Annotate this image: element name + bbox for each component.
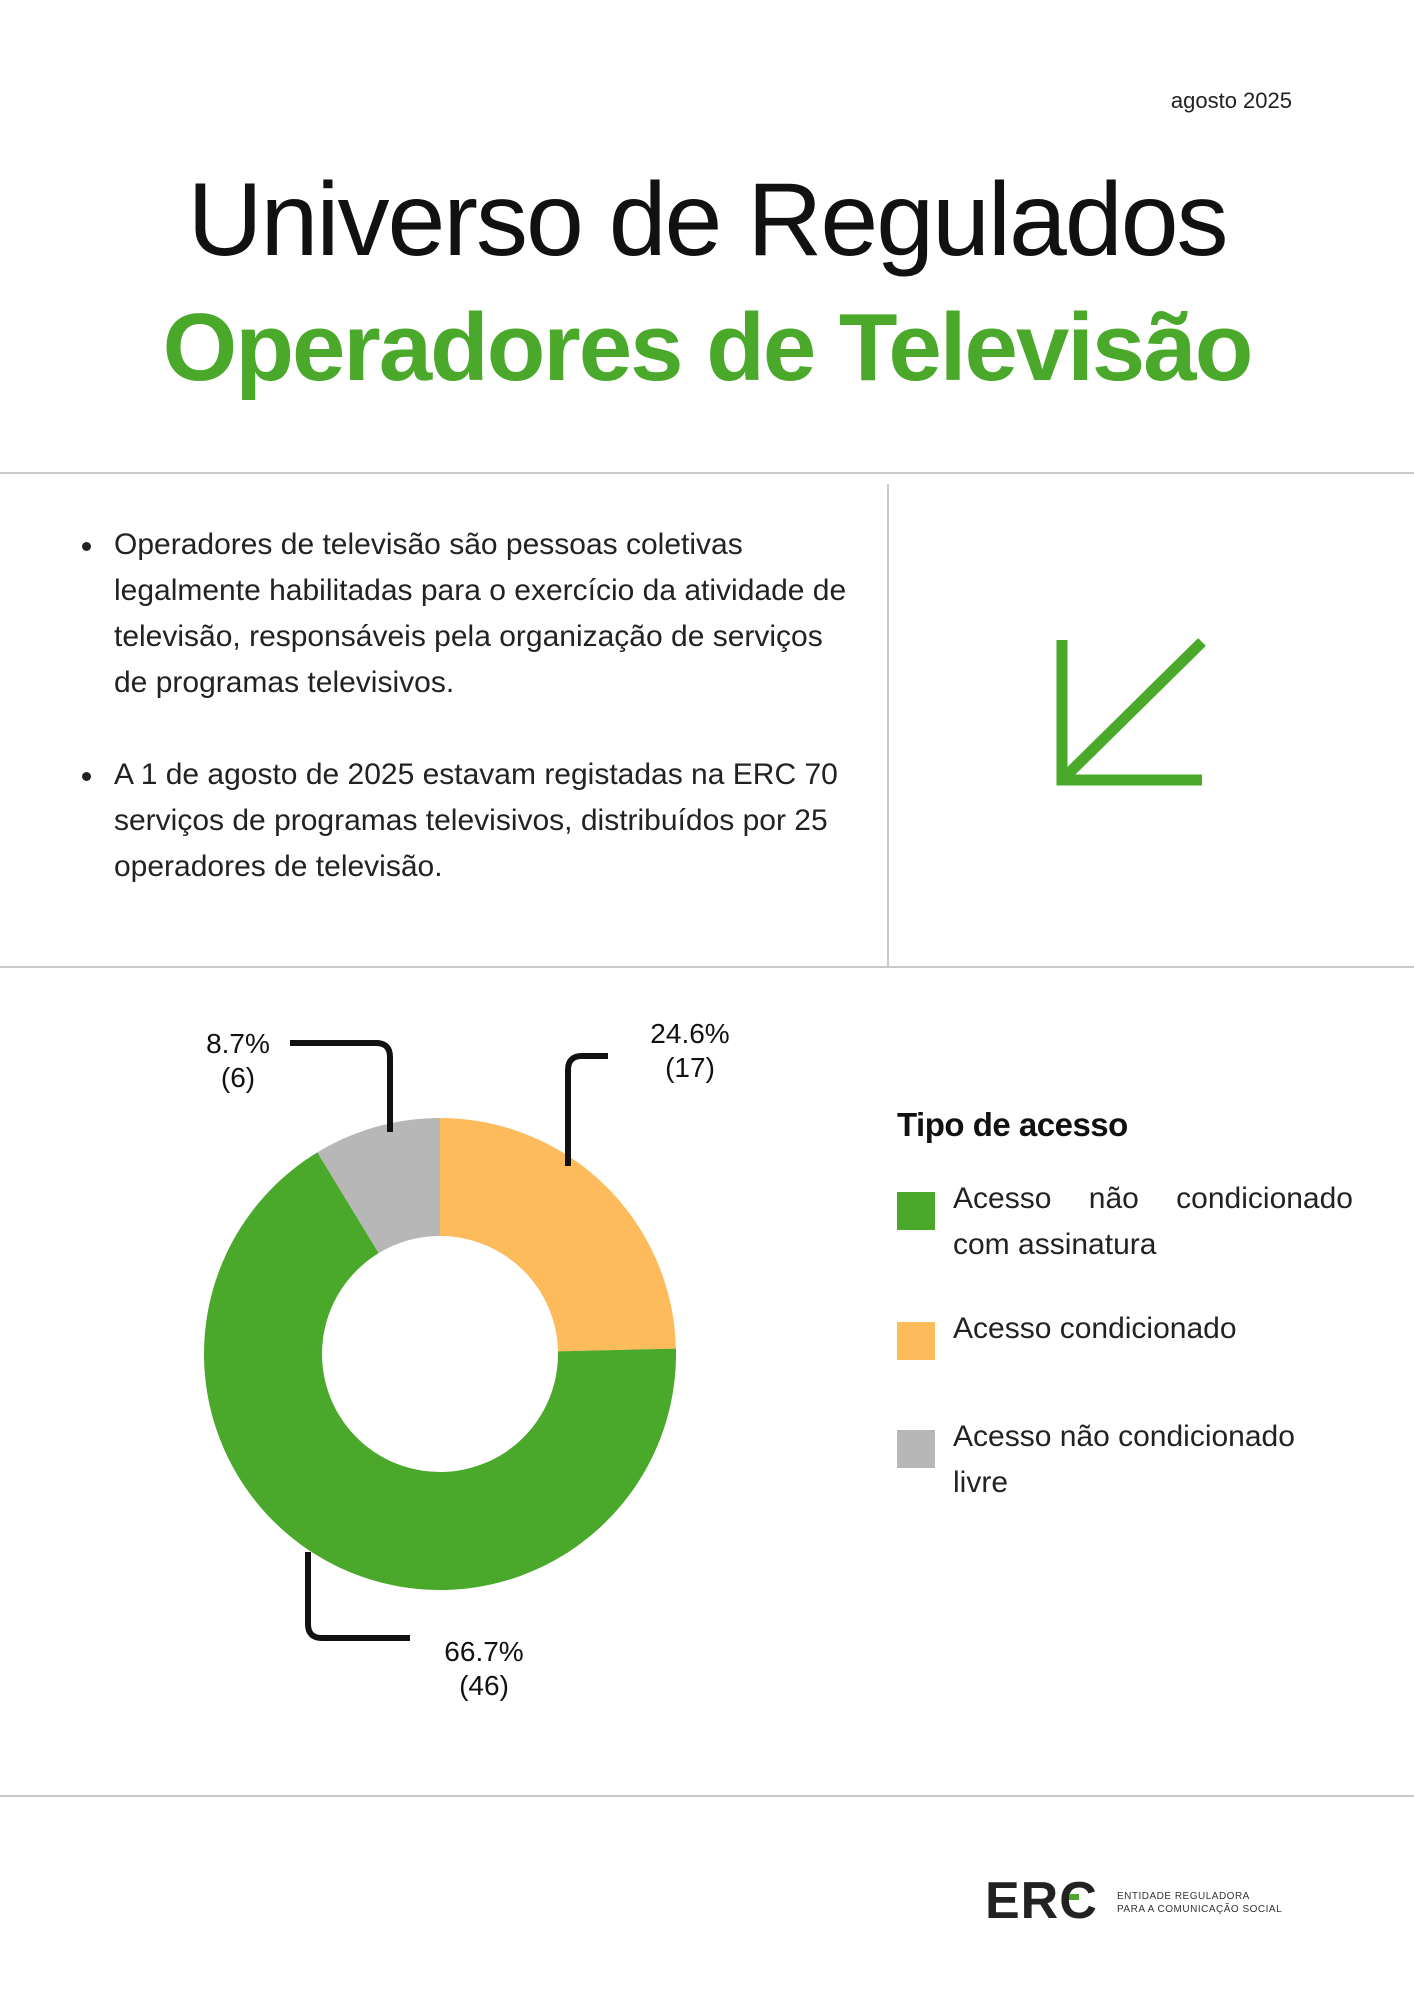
erc-logo-mark: ERC xyxy=(985,1874,1098,1922)
legend-title: Tipo de acesso xyxy=(897,1106,1128,1143)
intro-bullet-list: Operadores de televisão são pessoas cole… xyxy=(78,522,858,936)
legend-label-free: Acesso não condicionado livre xyxy=(953,1420,1295,1499)
slice-count-label-1: (46) xyxy=(459,1670,509,1701)
donut-chart: 24.6%(17) 66.7%(46) 8.7%(6) xyxy=(204,1018,730,1701)
erc-logo-text: ERC xyxy=(985,1874,1098,1922)
intro-bullet: Operadores de televisão são pessoas cole… xyxy=(78,522,858,706)
donut-slice-2 xyxy=(317,1118,440,1254)
divider-top xyxy=(0,472,1414,474)
erc-logo-caption: ENTIDADE REGULADORA PARA A COMUNICAÇÃO S… xyxy=(1117,1890,1282,1916)
intro-bullet-text: A 1 de agosto de 2025 estavam registadas… xyxy=(114,758,838,883)
chart-legend: Tipo de acesso Acesso não condicionado c… xyxy=(897,1106,1357,1506)
bullet-dot-icon xyxy=(82,542,91,551)
legend-swatch-conditional xyxy=(897,1322,935,1360)
erc-logo-line1: ENTIDADE REGULADORA xyxy=(1117,1891,1250,1902)
slice-percent-label-2: 8.7% xyxy=(206,1028,270,1059)
arrow-down-left-icon xyxy=(1056,638,1206,786)
slice-count-label-2: (6) xyxy=(221,1062,255,1093)
legend-swatch-free xyxy=(897,1430,935,1468)
legend-item-conditional: Acesso condicionado xyxy=(897,1306,1357,1360)
bullet-dot-icon xyxy=(82,772,91,781)
divider-bottom xyxy=(0,1795,1414,1797)
page-subtitle: Operadores de Televisão xyxy=(162,294,1254,401)
leader-line-1 xyxy=(305,1552,410,1641)
slice-percent-label-1: 66.7% xyxy=(444,1636,523,1667)
slice-count-label-0: (17) xyxy=(665,1052,715,1083)
legend-label-conditional: Acesso condicionado xyxy=(953,1312,1237,1345)
divider-vertical xyxy=(887,484,889,966)
donut-slice-0 xyxy=(440,1118,676,1352)
slice-percent-label-0: 24.6% xyxy=(650,1018,729,1049)
publication-date: agosto 2025 xyxy=(1170,88,1292,113)
donut-slice-1 xyxy=(204,1152,676,1590)
legend-item-subscription: Acesso não condicionado com assinatura xyxy=(897,1176,1353,1268)
leader-line-2 xyxy=(290,1040,393,1132)
legend-item-free: Acesso não condicionado livre xyxy=(897,1414,1353,1506)
intro-bullet-text: Operadores de televisão são pessoas cole… xyxy=(114,528,847,699)
divider-middle xyxy=(0,966,1414,968)
intro-bullet: A 1 de agosto de 2025 estavam registadas… xyxy=(78,752,858,890)
page-title: Universo de Regulados xyxy=(187,162,1228,278)
erc-logo-line2: PARA A COMUNICAÇÃO SOCIAL xyxy=(1117,1904,1283,1915)
legend-label-subscription: Acesso não condicionado com assinatura xyxy=(953,1182,1353,1261)
legend-swatch-subscription xyxy=(897,1192,935,1230)
leader-line-0 xyxy=(565,1053,608,1166)
